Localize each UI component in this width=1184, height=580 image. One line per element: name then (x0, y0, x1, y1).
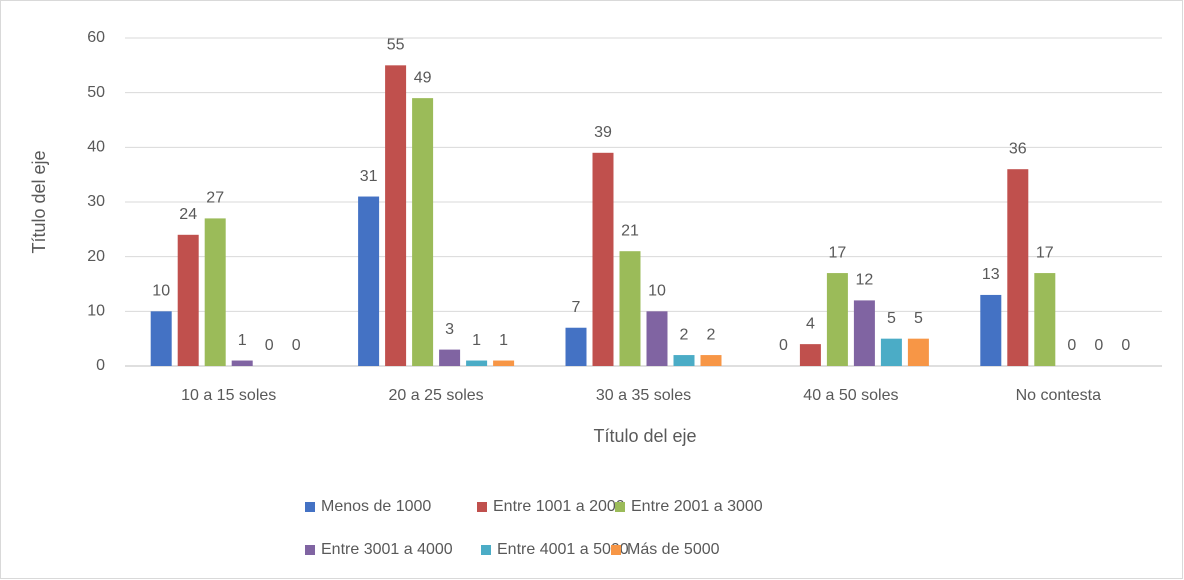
data-label: 27 (206, 190, 224, 207)
legend-swatch (305, 502, 315, 512)
data-label: 24 (179, 206, 197, 223)
data-label: 7 (572, 299, 581, 316)
bar (700, 355, 722, 366)
bar (980, 294, 1002, 366)
y-tick-label: 50 (87, 84, 105, 101)
y-tick-label: 30 (87, 193, 105, 210)
bar (826, 273, 848, 366)
bar (1007, 169, 1029, 366)
bar (385, 65, 407, 366)
data-label: 0 (1121, 337, 1130, 354)
bar (412, 98, 434, 366)
bar (619, 251, 641, 366)
data-label: 0 (265, 337, 274, 354)
x-tick-label: 30 a 35 soles (596, 387, 691, 404)
legend-label: Más de 5000 (627, 541, 720, 558)
data-label: 49 (414, 69, 432, 86)
legend-label: Entre 1001 a 2000 (493, 498, 625, 515)
data-label: 31 (360, 168, 378, 185)
bar (358, 196, 380, 366)
data-label: 2 (680, 326, 689, 343)
data-label: 1 (238, 332, 247, 349)
bar (1034, 273, 1056, 366)
data-label: 12 (856, 272, 874, 289)
data-label: 17 (829, 244, 847, 261)
bar (646, 311, 668, 366)
data-label: 0 (292, 337, 301, 354)
bar (853, 300, 875, 366)
y-tick-label: 20 (87, 248, 105, 265)
data-label: 36 (1009, 140, 1027, 157)
bar (907, 338, 929, 366)
data-label: 0 (779, 337, 788, 354)
legend-label: Entre 3001 a 4000 (321, 541, 453, 558)
bar (493, 360, 515, 366)
bar (466, 360, 488, 366)
data-label: 1 (499, 332, 508, 349)
x-tick-label: No contesta (1016, 387, 1101, 404)
data-label: 21 (621, 222, 639, 239)
y-tick-label: 0 (96, 357, 105, 374)
data-label: 3 (445, 321, 454, 338)
data-label: 10 (648, 283, 666, 300)
bar (177, 234, 199, 366)
y-tick-label: 10 (87, 303, 105, 320)
y-tick-label: 60 (87, 29, 105, 46)
legend-swatch (615, 502, 625, 512)
legend-swatch (305, 545, 315, 555)
bar (880, 338, 902, 366)
bar (799, 344, 821, 366)
data-label: 2 (707, 326, 716, 343)
data-label: 13 (982, 266, 1000, 283)
bar (592, 152, 614, 366)
x-tick-label: 10 a 15 soles (181, 387, 276, 404)
data-label: 5 (887, 310, 896, 327)
x-tick-label: 20 a 25 soles (389, 387, 484, 404)
bar (565, 327, 587, 366)
x-axis-title: Título del eje (593, 426, 696, 446)
bar (150, 311, 172, 366)
bar (204, 218, 226, 366)
legend-label: Entre 4001 a 5000 (497, 541, 629, 558)
data-label: 1 (472, 332, 481, 349)
bar (231, 360, 253, 366)
data-label: 17 (1036, 244, 1054, 261)
y-tick-label: 40 (87, 139, 105, 156)
legend-label: Entre 2001 a 3000 (631, 498, 763, 515)
data-label: 39 (594, 124, 612, 141)
bar (439, 349, 461, 366)
x-tick-label: 40 a 50 soles (803, 387, 898, 404)
data-label: 0 (1067, 337, 1076, 354)
data-label: 4 (806, 315, 815, 332)
data-label: 10 (152, 283, 170, 300)
legend-label: Menos de 1000 (321, 498, 431, 515)
bar (673, 355, 695, 366)
legend-swatch (477, 502, 487, 512)
legend-swatch (611, 545, 621, 555)
data-label: 5 (914, 310, 923, 327)
data-label: 55 (387, 37, 405, 54)
legend-swatch (481, 545, 491, 555)
y-axis-title: Título del eje (29, 150, 49, 253)
data-label: 0 (1094, 337, 1103, 354)
